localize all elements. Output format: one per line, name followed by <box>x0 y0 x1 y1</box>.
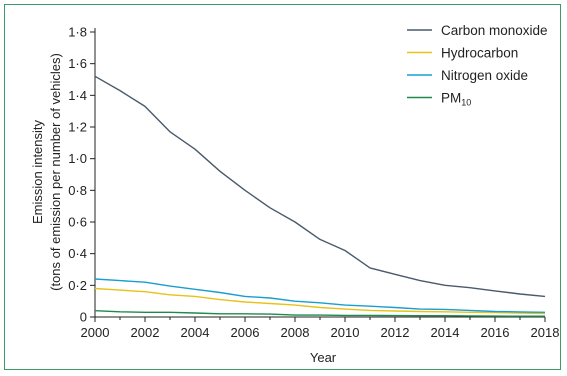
x-tick-label: 2014 <box>431 325 460 340</box>
x-tick-label: 2018 <box>531 325 560 340</box>
x-tick-label: 2000 <box>81 325 110 340</box>
y-axis-title-line2: (tons of emission per number of vehicles… <box>48 53 63 291</box>
legend: Carbon monoxide Hydrocarbon Nitrogen oxide… <box>407 23 548 108</box>
y-axis-title-line1: Emission intensity <box>30 119 45 224</box>
y-tick-label: 1·6 <box>68 56 87 71</box>
x-tick-label: 2008 <box>281 325 310 340</box>
y-tick-label: 0·2 <box>68 278 87 293</box>
legend-label-subscript: 10 <box>461 98 471 108</box>
x-tick-label: 2006 <box>231 325 260 340</box>
legend-label: PM10 <box>441 91 471 108</box>
x-tick-label: 2010 <box>331 325 360 340</box>
x-axis-title: Year <box>310 350 337 365</box>
y-tick-label: 1·8 <box>68 25 87 40</box>
legend-label: Hydrocarbon <box>441 46 518 61</box>
series-line-nitrogen-oxide <box>94 278 546 313</box>
y-tick-label: 0 <box>80 310 87 325</box>
y-tick-label: 0·8 <box>68 183 87 198</box>
y-tick-label: 1·2 <box>68 120 87 135</box>
x-tick-label: 2012 <box>381 325 410 340</box>
series-line-hydrocarbon <box>94 287 546 315</box>
x-tick-label: 2004 <box>181 325 210 340</box>
y-tick-label: 1·0 <box>68 151 87 166</box>
legend-label: Nitrogen oxide <box>441 68 528 83</box>
legend-label: Carbon monoxide <box>441 23 548 38</box>
series-line-carbon-monoxide <box>94 75 546 298</box>
y-tick-label: 1·4 <box>68 88 87 103</box>
series-line-pm <box>94 310 545 317</box>
axes-group: 0 0·2 0·4 0·6 0·8 1·0 1·2 1·4 1·6 1·8 2000 2002 2004… <box>68 25 559 341</box>
series-lines <box>94 75 546 317</box>
y-tick-label: 0·4 <box>68 246 87 261</box>
x-tick-label: 2002 <box>131 325 160 340</box>
chart-frame <box>4 4 561 370</box>
y-tick-label: 0·6 <box>68 215 87 230</box>
x-tick-label: 2016 <box>481 325 510 340</box>
